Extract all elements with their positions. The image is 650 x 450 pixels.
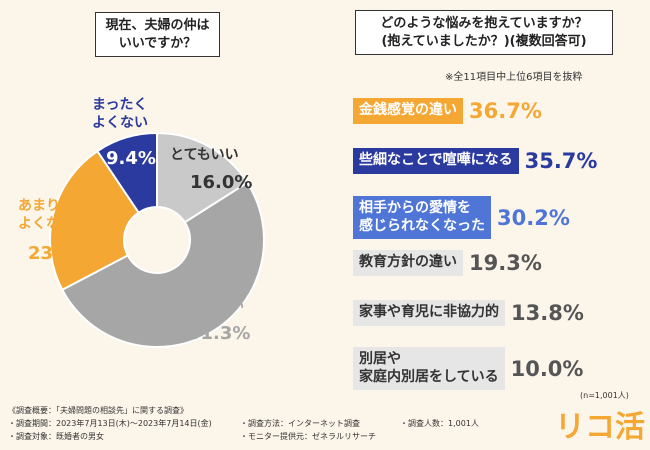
bar: 教育方針の違い <box>353 250 463 276</box>
bar-row: 相手からの愛情を 感じられなくなった 30.2% <box>353 196 570 239</box>
bar: 些細なことで喧嘩になる <box>353 148 519 174</box>
pie-slice <box>60 181 265 348</box>
bar-title: どのような悩みを抱えていますか？ (抱えていましたか？)(複数回答可) <box>355 10 613 56</box>
bar: 家事や育児に非協力的 <box>353 300 505 326</box>
bar: 金銭感覚の違い <box>353 98 463 124</box>
bar-row: 家事や育児に非協力的 13.8% <box>353 300 584 326</box>
logo: リコ活 <box>555 410 645 445</box>
survey-line: ・調査期間：2023年7月13日(木)～2023年7月14日(金) <box>8 419 212 428</box>
slice-label: まったく よくない <box>92 97 148 131</box>
slice-label: ある程度いい <box>160 298 244 314</box>
bar: 相手からの愛情を 感じられなくなった <box>353 196 491 239</box>
bar-value: 10.0% <box>510 356 584 381</box>
bar-value: 19.3% <box>469 250 542 275</box>
pie-chart <box>49 131 265 348</box>
pie-title: 現在、夫婦の仲は いいですか？ <box>95 12 220 58</box>
bar: 別居や 家庭内別居をしている <box>353 347 505 390</box>
slice-value: 23.3% <box>28 243 91 264</box>
bar-row: 教育方針の違い 19.3% <box>353 250 542 276</box>
slice-value: 51.3% <box>188 323 251 344</box>
pie-slice <box>49 149 141 292</box>
pie-slice <box>156 131 249 224</box>
bar-value: 35.7% <box>524 148 598 173</box>
slice-value: 16.0% <box>190 172 253 193</box>
bar-row: 別居や 家庭内別居をしている 10.0% <box>353 347 583 390</box>
bar-note: ※全11項目中上位6項目を抜粋 <box>445 72 583 83</box>
sample-size: (n=1,001人) <box>580 391 629 400</box>
pie-slice <box>96 131 158 214</box>
survey-line: ・調査方法：インターネット調査 <box>240 419 360 428</box>
slice-label: とてもいい <box>170 147 239 163</box>
survey-line: ・調査人数：1,001人 <box>400 419 479 428</box>
slice-value: 9.4% <box>106 148 156 169</box>
bar-value: 30.2% <box>497 205 570 230</box>
bar-value: 13.8% <box>511 300 584 325</box>
bar-row: 些細なことで喧嘩になる 35.7% <box>353 148 597 174</box>
slice-label: あまり よくない <box>18 198 74 232</box>
bar-row: 金銭感覚の違い 36.7% <box>353 98 542 124</box>
survey-line: 《調査概要：「夫婦問題の相談先」に関する調査》 <box>8 406 188 415</box>
bar-value: 36.7% <box>469 98 542 123</box>
survey-line: ・調査対象：既婚者の男女 <box>8 432 104 441</box>
survey-line: ・モニター提供元：ゼネラルリサーチ <box>240 432 376 441</box>
